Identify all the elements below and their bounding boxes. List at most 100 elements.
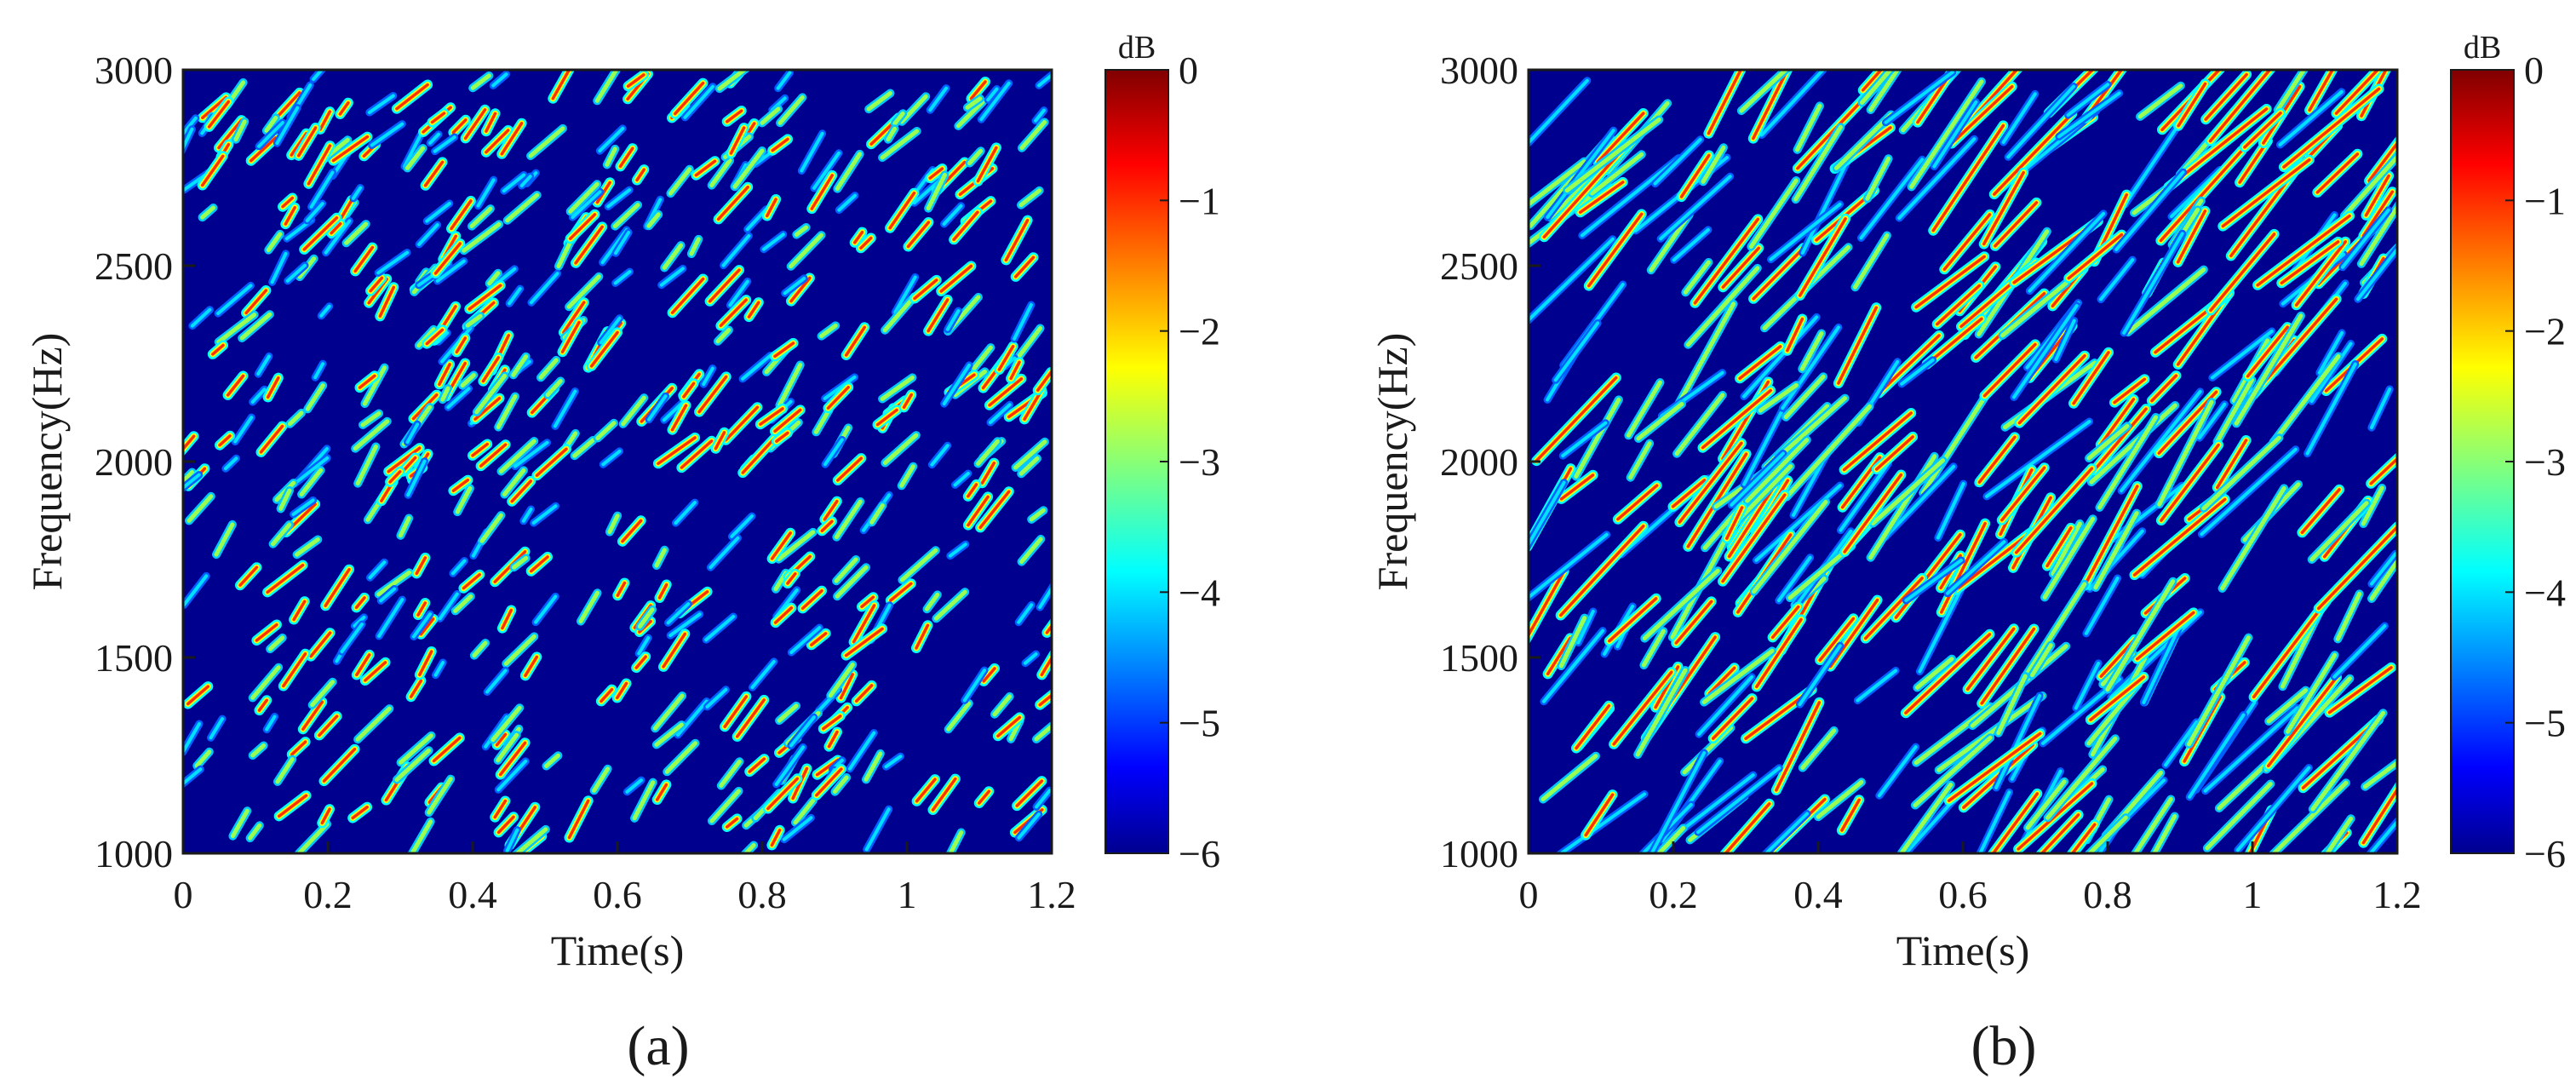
streak-stroke [460,373,476,388]
streak-stroke [863,751,883,782]
streak [436,590,462,623]
colorbar-tick-label: −5 [2524,702,2566,745]
streak-stroke [451,478,470,492]
streak [821,435,846,468]
streak-stroke [2300,488,2341,535]
streak [2367,385,2394,432]
streak [1943,728,2045,806]
streak [188,306,214,330]
x-tick-label: 0.4 [448,873,497,916]
streak-stroke [2188,713,2246,799]
streak-stroke [1931,123,2005,232]
streak [898,92,931,126]
streak-stroke [1546,636,1572,676]
streak-stroke [472,640,488,658]
streak-stroke [2086,815,2128,853]
y-axis-label-a: Frequency(Hz) [23,333,71,591]
streak-stroke [880,129,920,160]
streak [667,400,691,435]
streak [353,704,394,744]
streak-stroke [319,304,331,318]
streak-stroke [2308,70,2334,112]
streak [320,564,354,611]
streak [1911,733,1995,810]
streak [214,281,255,318]
streak-stroke [499,439,536,473]
streak-stroke [2309,501,2369,562]
streak-stroke [1730,451,1785,507]
streak [878,373,917,404]
streak-stroke [230,808,250,839]
streak-stroke [502,173,526,193]
streak [511,439,551,471]
streak [867,501,887,527]
streak [1897,356,1937,388]
streak-stroke [2132,797,2173,853]
streak [589,764,612,795]
streak [664,600,692,627]
streak [444,384,473,411]
streak [1794,213,1851,301]
streak [396,514,414,540]
streak [2200,70,2252,125]
streak [1032,720,1052,743]
streak [946,540,970,560]
streak [2232,311,2305,428]
streak-stroke [2271,354,2341,445]
streak-stroke [2370,552,2397,586]
streak-stroke [930,444,950,467]
streak-stroke [1950,84,2014,146]
streak-stroke [709,789,741,824]
streak [1751,614,1806,692]
streak [1571,395,1623,481]
streak [806,628,831,651]
streak-stroke [529,555,549,573]
streak-stroke [1884,464,1956,539]
streak [1778,323,1843,412]
streak [849,227,868,248]
panel-a: 0 0.2 0.4 0.6 0.8 1 1.2 1000 1500 2000 2500 3000 Ti… [23,30,1220,1077]
streak-stroke [2000,280,2068,338]
streak [1836,795,1865,835]
streak-stroke [668,167,692,196]
streak-stroke [725,817,739,829]
streak [289,596,310,625]
colorbar-tick-label: −3 [2524,440,2566,484]
streak [1667,474,1710,512]
streak [2082,574,2122,638]
streak [897,462,918,491]
streak-stroke [266,563,305,594]
streak [1017,186,1044,209]
streak [2217,484,2289,593]
streak [1760,810,1811,853]
streak [204,96,234,132]
streak [1814,778,1866,822]
streak-stroke [302,215,339,251]
streak [2028,640,2056,680]
streak [1021,650,1040,668]
streak [570,436,598,461]
streak [1882,70,1957,127]
streak [925,164,948,184]
streak [818,710,846,734]
streak-stroke [1540,754,1598,801]
x-tick-label: 0 [174,873,193,916]
streak-stroke [836,456,863,482]
streak [881,292,919,335]
streak-stroke [501,608,513,630]
streak-stroke [709,536,740,570]
streak [374,249,411,277]
streak-stroke [534,594,558,624]
streak [2359,484,2387,528]
streak [1895,135,1978,222]
streak [2354,243,2397,303]
streak-stroke [2152,814,2177,853]
streak-stroke [519,175,532,187]
spectrogram-b [1529,70,2397,853]
streak-stroke [1018,456,1040,476]
streak-stroke [615,681,628,700]
streak [468,71,494,93]
streak-stroke [979,81,1011,122]
streak [927,441,952,469]
streak-stroke [823,499,839,521]
